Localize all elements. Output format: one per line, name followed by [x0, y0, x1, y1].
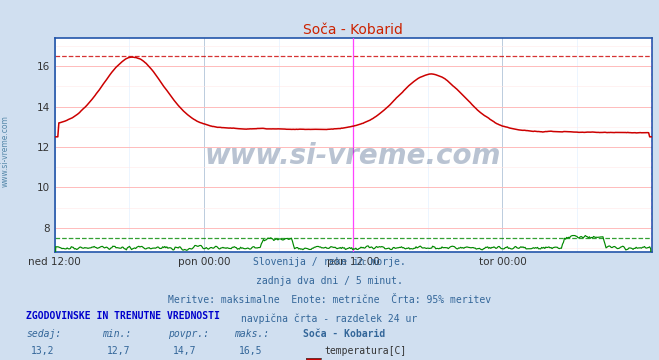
Text: 16,5: 16,5	[239, 346, 262, 356]
Text: zadnja dva dni / 5 minut.: zadnja dva dni / 5 minut.	[256, 276, 403, 286]
Text: min.:: min.:	[102, 329, 132, 339]
Text: povpr.:: povpr.:	[168, 329, 209, 339]
Text: www.si-vreme.com: www.si-vreme.com	[205, 141, 501, 170]
Text: www.si-vreme.com: www.si-vreme.com	[1, 115, 10, 187]
Text: Soča - Kobarid: Soča - Kobarid	[303, 329, 386, 339]
Title: Soča - Kobarid: Soča - Kobarid	[303, 23, 403, 37]
Text: 12,7: 12,7	[107, 346, 130, 356]
Text: sedaj:: sedaj:	[26, 329, 61, 339]
Text: temperatura[C]: temperatura[C]	[325, 346, 407, 356]
Text: 13,2: 13,2	[31, 346, 55, 356]
Text: Meritve: maksimalne  Enote: metrične  Črta: 95% meritev: Meritve: maksimalne Enote: metrične Črta…	[168, 295, 491, 305]
Text: navpična črta - razdelek 24 ur: navpična črta - razdelek 24 ur	[241, 314, 418, 324]
Text: 14,7: 14,7	[173, 346, 196, 356]
Text: Slovenija / reke in morje.: Slovenija / reke in morje.	[253, 257, 406, 267]
Text: ZGODOVINSKE IN TRENUTNE VREDNOSTI: ZGODOVINSKE IN TRENUTNE VREDNOSTI	[26, 311, 220, 321]
Text: maks.:: maks.:	[234, 329, 269, 339]
